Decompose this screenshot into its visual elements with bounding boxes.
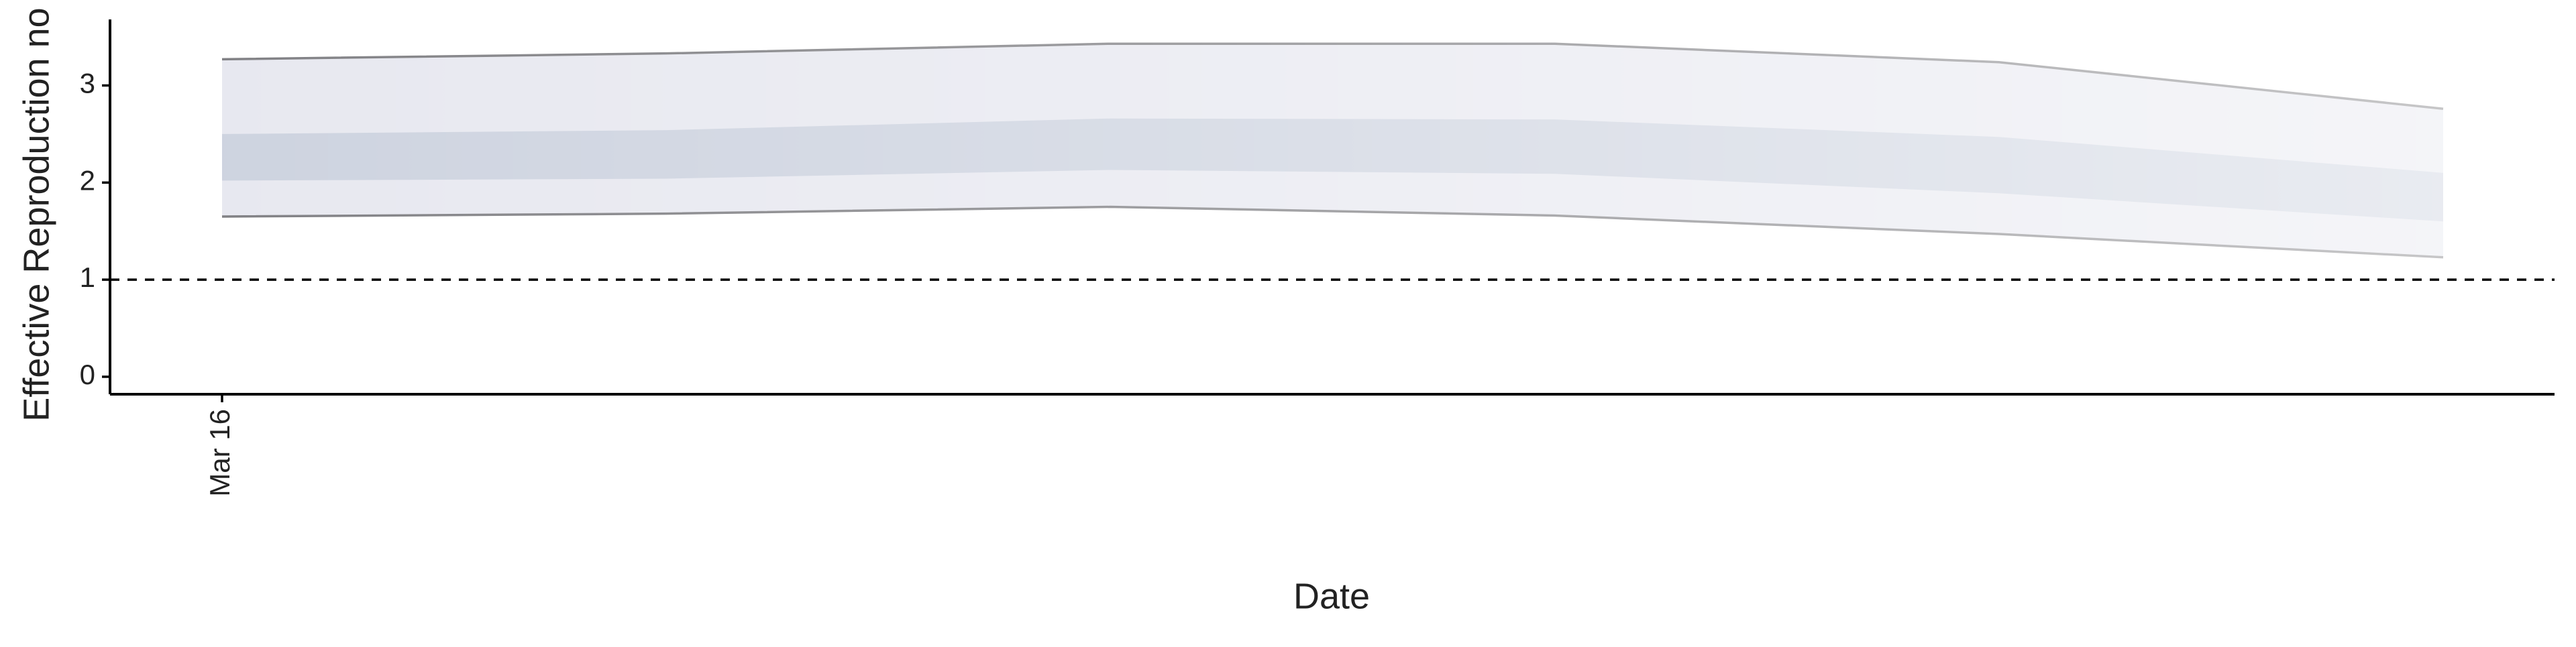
y-tick-label: 0 [80,359,95,390]
inner-band [222,118,2443,222]
plot-area [221,42,2444,259]
y-axis-title: Effective Reproduction no [16,7,56,421]
x-axis-title: Date [1293,576,1370,616]
x-tick-label: Mar 16 [204,409,235,497]
y-tick-label: 1 [80,261,95,293]
bound-line [221,42,2444,110]
y-tick-label: 3 [80,68,95,99]
bound-line [221,205,2444,259]
y-tick-label: 2 [80,164,95,196]
